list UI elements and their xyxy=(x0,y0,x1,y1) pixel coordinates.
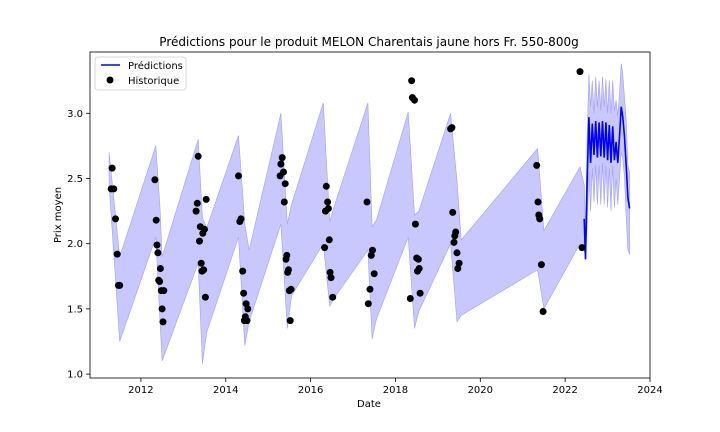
x-tick-label: 2016 xyxy=(298,385,323,396)
y-axis-title: Prix moyen xyxy=(53,187,64,243)
history-point xyxy=(156,278,164,285)
history-point xyxy=(160,287,168,295)
history-point xyxy=(416,289,424,297)
x-tick-label: 2014 xyxy=(213,385,238,396)
history-point xyxy=(366,285,374,293)
history-point xyxy=(280,198,288,206)
history-point xyxy=(239,267,247,275)
history-point xyxy=(536,215,544,223)
history-point xyxy=(110,185,118,193)
y-tick-label: 2.0 xyxy=(67,239,83,250)
history-point xyxy=(537,261,545,269)
history-point xyxy=(283,251,291,259)
history-point xyxy=(281,180,289,188)
history-point xyxy=(321,244,329,252)
history-point xyxy=(322,182,330,190)
x-axis: 2012 2014 2016 2018 2020 2022 2024 xyxy=(128,378,663,396)
history-point xyxy=(243,317,251,325)
legend-prediction-label: Prédictions xyxy=(128,60,183,72)
y-tick-label: 1.5 xyxy=(67,304,83,315)
history-point xyxy=(152,216,160,224)
history-point xyxy=(193,199,201,207)
history-point xyxy=(448,124,456,132)
history-point xyxy=(196,237,203,245)
history-point xyxy=(578,244,586,252)
history-point xyxy=(113,250,121,258)
history-point xyxy=(363,198,371,206)
y-tick-label: 2.5 xyxy=(67,174,83,185)
history-point xyxy=(201,225,208,233)
history-point xyxy=(449,208,457,216)
history-point xyxy=(200,266,208,274)
history-point xyxy=(369,246,376,254)
history-point xyxy=(240,289,248,297)
x-tick-label: 2012 xyxy=(128,385,153,396)
history-point xyxy=(285,266,292,274)
history-point xyxy=(112,215,119,223)
history-point xyxy=(194,152,202,160)
history-point xyxy=(415,265,423,272)
y-tick-label: 1.0 xyxy=(67,370,83,381)
history-point xyxy=(533,161,541,169)
history-point xyxy=(327,274,335,282)
history-point xyxy=(324,198,332,206)
history-point xyxy=(411,96,418,104)
history-point xyxy=(454,265,462,272)
history-point xyxy=(159,318,167,326)
history-point xyxy=(452,228,460,236)
history-point xyxy=(244,305,252,313)
y-axis: 1.0 1.5 2.0 2.5 3.0 xyxy=(67,109,90,381)
history-point xyxy=(534,198,542,206)
history-point xyxy=(287,285,295,293)
history-point xyxy=(325,236,333,244)
history-point xyxy=(277,160,285,168)
history-point xyxy=(151,176,159,184)
plot-frame xyxy=(89,51,651,379)
history-point xyxy=(156,265,164,272)
history-point xyxy=(539,308,547,315)
history-point xyxy=(153,241,161,249)
history-point xyxy=(237,215,245,223)
history-point xyxy=(414,255,422,263)
history-point xyxy=(108,164,116,172)
history-point xyxy=(201,293,209,301)
x-axis-title: Date xyxy=(357,399,381,410)
plot-area xyxy=(107,63,631,364)
x-tick-label: 2018 xyxy=(383,385,408,396)
x-tick-label: 2024 xyxy=(637,385,662,396)
history-point xyxy=(192,207,200,215)
y-tick-label: 3.0 xyxy=(67,109,83,120)
legend-history-label: Historique xyxy=(128,76,179,87)
history-point xyxy=(235,172,242,180)
x-tick-label: 2022 xyxy=(552,385,577,396)
chart-title: Prédictions pour le produit MELON Charen… xyxy=(159,35,578,49)
history-point xyxy=(280,168,287,176)
history-point xyxy=(286,317,294,325)
history-point xyxy=(408,77,416,85)
history-point xyxy=(326,268,334,276)
history-point xyxy=(450,238,458,246)
history-point xyxy=(154,249,162,257)
history-point xyxy=(329,293,337,301)
history-point xyxy=(324,205,332,212)
history-point xyxy=(411,220,419,228)
confidence-band xyxy=(108,63,630,364)
history-point xyxy=(197,259,205,267)
history-point xyxy=(576,68,584,76)
history-point xyxy=(453,249,461,257)
history-point xyxy=(116,281,124,289)
history-point xyxy=(364,300,372,308)
history-point xyxy=(202,195,210,203)
history-point xyxy=(455,259,463,267)
prediction-line xyxy=(583,106,631,260)
history-point xyxy=(278,154,286,162)
history-point xyxy=(406,295,414,302)
legend-history-swatch xyxy=(106,76,114,84)
x-tick-label: 2020 xyxy=(468,385,493,396)
history-point xyxy=(158,305,166,313)
legend: Prédictions Historique xyxy=(94,56,187,91)
history-point xyxy=(370,270,378,278)
